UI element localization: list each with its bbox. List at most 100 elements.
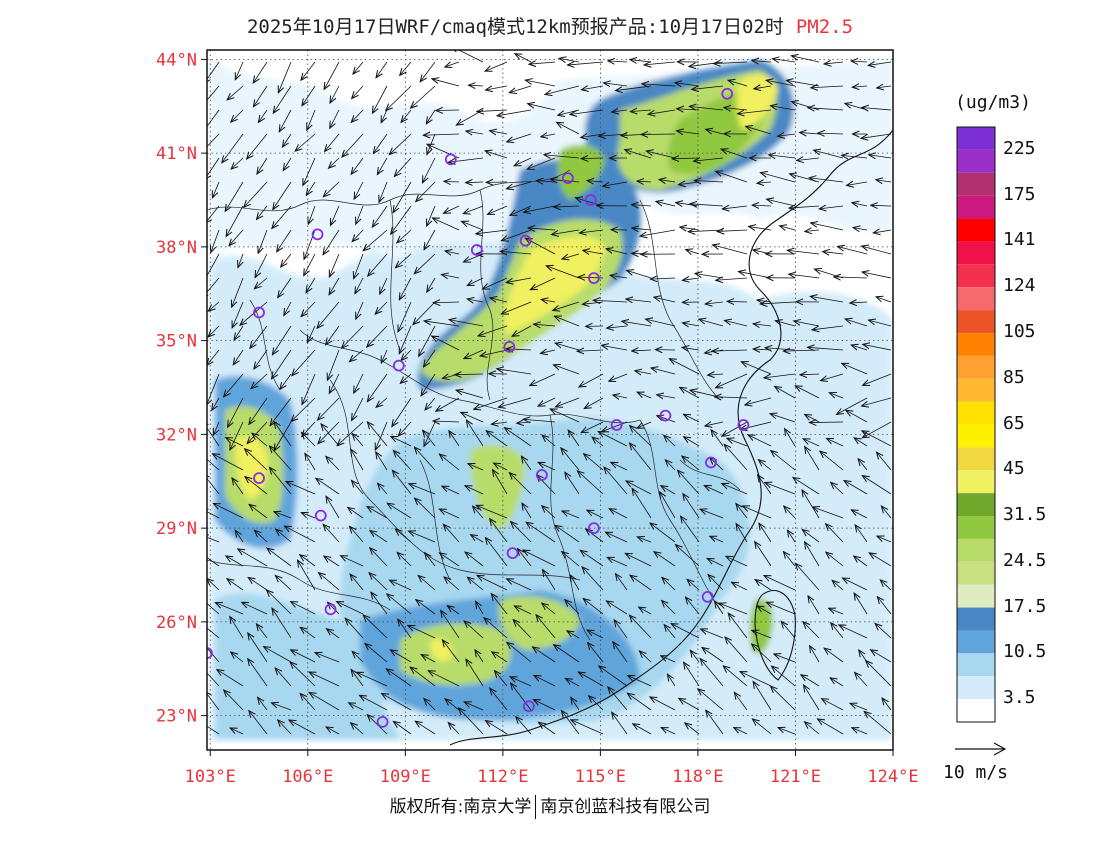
wind-arrow <box>593 300 628 302</box>
wind-arrow <box>764 576 796 591</box>
wind-arrow <box>367 325 388 347</box>
wind-arrow <box>474 397 508 409</box>
wind-arrow <box>770 106 796 111</box>
wind-arrow <box>389 133 412 155</box>
wind-arrow <box>651 368 676 375</box>
wind-arrow <box>398 301 412 332</box>
wind-arrow <box>316 478 340 495</box>
wind-arrow <box>700 659 724 687</box>
wind-arrow <box>359 695 388 711</box>
wind-arrow <box>490 688 508 711</box>
wind-arrow <box>677 131 700 134</box>
wind-arrow <box>466 131 484 134</box>
wind-arrow <box>685 723 700 735</box>
wind-arrow <box>432 336 460 351</box>
wind-arrow <box>541 134 556 137</box>
wind-arrow <box>530 277 556 290</box>
lon-tick-label: 112°E <box>477 767 528 787</box>
wind-arrow <box>466 420 484 447</box>
wind-arrow <box>319 573 340 591</box>
wind-arrow <box>507 642 532 663</box>
wind-arrow <box>279 109 292 132</box>
wind-arrow <box>660 492 676 519</box>
wind-arrow <box>432 79 460 87</box>
wind-arrow <box>207 725 220 735</box>
wind-arrow <box>676 545 700 567</box>
wind-arrow <box>212 181 220 198</box>
wind-arrow <box>754 86 772 89</box>
wind-arrow <box>443 205 460 213</box>
wind-arrow <box>207 603 220 615</box>
wind-arrow <box>609 509 628 519</box>
wind-arrow <box>862 272 892 279</box>
station-marker <box>587 522 600 535</box>
wind-arrow <box>724 320 748 327</box>
lat-tick-label: 35°N <box>156 332 197 352</box>
wind-arrow <box>686 597 700 615</box>
wind-arrow <box>830 678 844 687</box>
wind-arrow <box>323 181 340 197</box>
wind-arrow <box>207 557 220 567</box>
wind-arrow <box>542 435 556 447</box>
wind-arrow <box>303 157 316 185</box>
wind-arrow <box>354 373 364 393</box>
wind-arrow <box>690 204 724 206</box>
wind-arrow <box>800 374 820 375</box>
station-marker <box>584 194 597 206</box>
wind-arrow <box>577 350 604 351</box>
wind-arrow <box>325 133 340 151</box>
wind-arrow <box>212 397 220 410</box>
wind-arrow <box>555 397 580 407</box>
wind-arrow <box>861 133 892 138</box>
wind-arrow <box>337 421 364 446</box>
wind-arrow <box>568 430 580 447</box>
station-marker <box>701 590 714 603</box>
wind-arrow <box>628 675 652 687</box>
wind-arrow <box>554 316 580 327</box>
wind-arrow <box>324 61 340 89</box>
wind-arrow <box>427 277 436 292</box>
wind-arrow <box>541 300 556 302</box>
wind-arrow <box>207 253 220 286</box>
wind-arrow <box>464 702 484 711</box>
wind-arrow <box>511 683 532 711</box>
wind-arrow <box>846 182 868 185</box>
colorbar-label: 225 <box>1003 137 1036 159</box>
wind-arrow <box>273 85 292 113</box>
lat-tick-label: 32°N <box>156 425 197 445</box>
wind-arrow <box>854 438 868 447</box>
wind-arrow <box>276 529 292 543</box>
wind-arrow <box>554 206 580 207</box>
wind-arrow <box>329 373 340 393</box>
wind-arrow <box>805 414 820 423</box>
wind-arrow <box>255 253 268 278</box>
colorbar-swatch <box>957 470 995 494</box>
wind-arrow <box>377 157 388 174</box>
wind-arrow <box>419 325 436 356</box>
wind-arrow <box>443 524 460 543</box>
wind-arrow <box>787 250 820 254</box>
wind-arrow <box>235 530 244 543</box>
wind-arrow <box>632 350 652 351</box>
wind-arrow <box>506 277 532 283</box>
wind-arrow <box>858 459 868 471</box>
wind-arrow <box>274 422 292 447</box>
wind-arrow <box>408 625 436 639</box>
wind-arrow <box>244 181 268 207</box>
wind-arrow <box>789 206 820 208</box>
wind-arrow <box>755 542 772 567</box>
wind-arrow <box>232 277 244 307</box>
wind-arrow <box>632 228 652 230</box>
wind-arrow <box>245 477 268 495</box>
wind-arrow <box>207 61 220 84</box>
wind-arrow <box>861 397 892 406</box>
wind-arrow <box>728 80 748 87</box>
wind-arrow <box>717 230 748 231</box>
wind-arrow <box>534 324 556 326</box>
colorbar-swatch <box>957 172 995 196</box>
wind-arrow <box>500 251 532 254</box>
wind-arrow <box>650 523 676 543</box>
wind-arrow <box>627 693 652 711</box>
colorbar-swatch <box>957 218 995 242</box>
wind-arrow <box>804 685 820 711</box>
